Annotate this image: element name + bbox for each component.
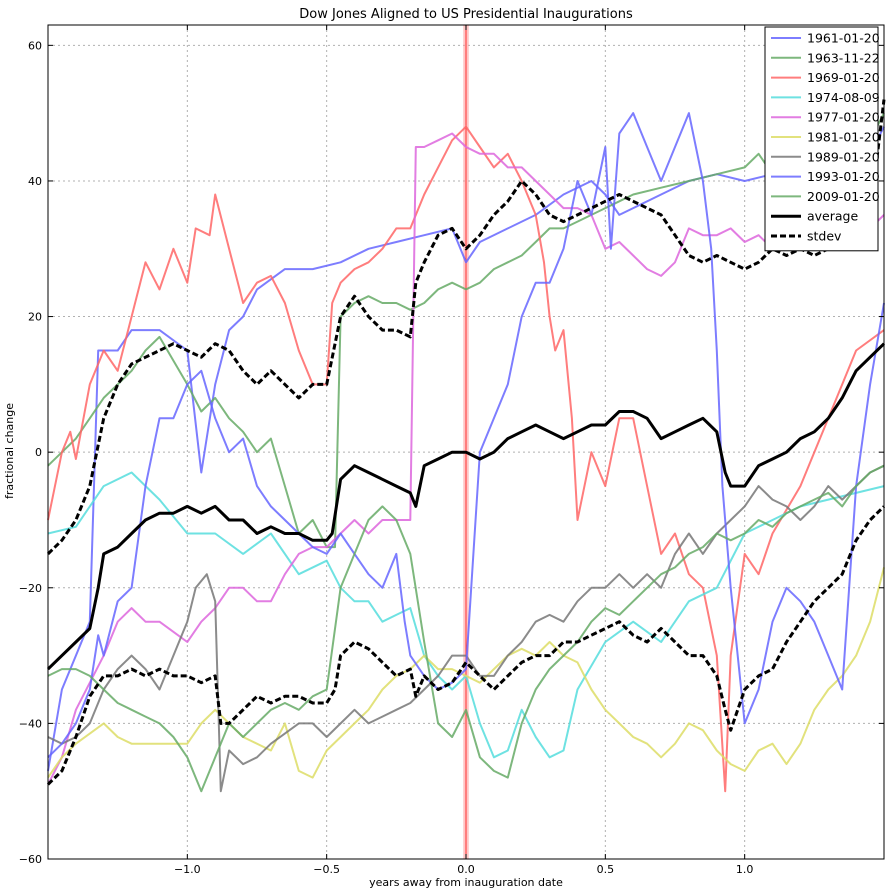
series-1993-01-20 — [47, 112, 885, 759]
series-stdev — [46, 99, 886, 555]
y-tick-label: 0 — [35, 446, 42, 459]
series-1969-01-20 — [47, 125, 885, 793]
x-axis-title: years away from inauguration date — [369, 876, 563, 889]
x-tick-label: 1.0 — [736, 863, 754, 876]
x-tick-label: −0.5 — [313, 863, 340, 876]
legend-label-average: average — [807, 209, 858, 224]
x-tick-label: 0.5 — [597, 863, 615, 876]
legend: 1961-01-20 1963-11-22 1969-01-20 1974-08-09… — [764, 26, 880, 252]
y-tick-label: −60 — [19, 853, 42, 866]
legend-label-1974-08-09: 1974-08-09 — [807, 90, 880, 105]
y-tick-label: 60 — [28, 39, 42, 52]
legend-box — [764, 26, 879, 252]
axis-ticks: −1.0 −0.5 0.0 0.5 1.0 −60 −40 −20 0 20 40 60 — [19, 25, 884, 876]
legend-label-1981-01-20: 1981-01-20 — [807, 130, 880, 145]
chart-title: Dow Jones Aligned to US Presidential Ina… — [299, 7, 633, 22]
x-tick-label: −1.0 — [174, 863, 201, 876]
y-tick-label: −40 — [19, 717, 42, 730]
series-1974-08-09 — [47, 471, 885, 759]
legend-label-2009-01-20: 2009-01-20 — [807, 189, 880, 204]
legend-label-1989-01-20: 1989-01-20 — [807, 149, 880, 164]
series-1989-01-20 — [47, 464, 885, 793]
legend-label-1961-01-20: 1961-01-20 — [807, 31, 880, 46]
series-1977-01-20 — [47, 132, 885, 785]
y-axis-title: fractional change — [3, 403, 16, 499]
y-tick-label: 20 — [28, 311, 42, 324]
y-tick-label: 40 — [28, 175, 42, 188]
plot-area — [46, 24, 886, 860]
series-average — [46, 342, 886, 671]
legend-label-1993-01-20: 1993-01-20 — [807, 169, 880, 184]
series-1963-11-22 — [47, 112, 885, 549]
x-tick-label: 0.0 — [457, 863, 475, 876]
y-tick-label: −20 — [19, 582, 42, 595]
legend-label-1977-01-20: 1977-01-20 — [807, 110, 880, 125]
legend-label-1963-11-22: 1963-11-22 — [807, 50, 880, 65]
legend-label-1969-01-20: 1969-01-20 — [807, 70, 880, 85]
legend-label-stdev: stdev — [807, 229, 842, 244]
series-2009-01-20 — [47, 464, 885, 793]
